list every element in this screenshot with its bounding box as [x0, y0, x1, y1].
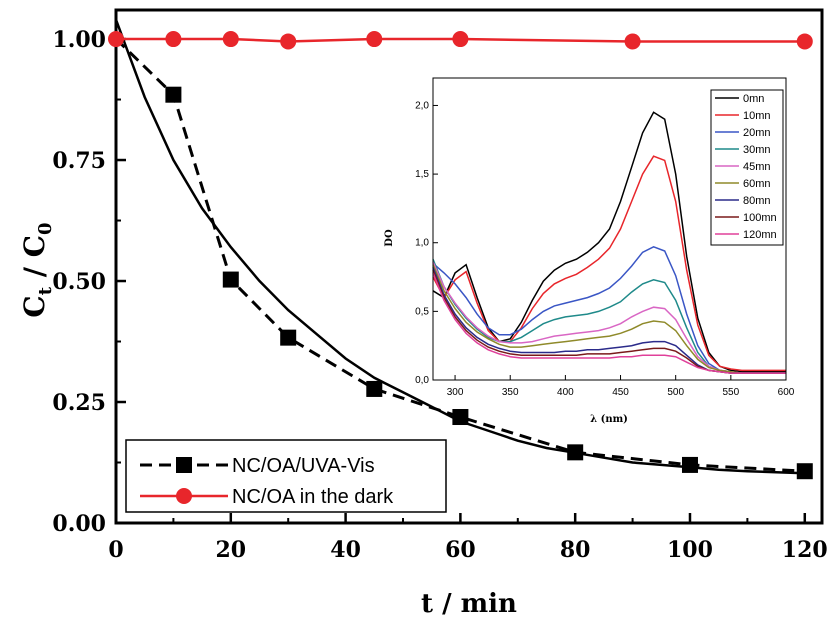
dark-series-point — [222, 31, 239, 48]
x-tick-label: 60 — [445, 537, 476, 563]
inset-series-line — [432, 111, 786, 373]
uva-series-point — [796, 463, 813, 480]
inset-y-tick-label: 1,0 — [415, 238, 429, 249]
legend-marker-uva — [176, 457, 192, 473]
x-tick-label: 120 — [782, 537, 828, 563]
uva-series-line — [114, 37, 805, 473]
x-tick-label: 0 — [108, 537, 123, 563]
inset-x-tick-label: 450 — [612, 387, 629, 398]
x-tick-label: 100 — [667, 537, 713, 563]
inset-x-tick-label: 300 — [447, 387, 464, 398]
legend-marker-dark — [176, 488, 192, 504]
uva-series-point — [280, 329, 297, 346]
uva-series-point — [165, 86, 182, 103]
inset-x-tick-label: 400 — [557, 387, 574, 398]
uva-series-point — [567, 444, 584, 461]
dark-series-point — [165, 31, 182, 48]
svg-text:Ct / C0: Ct / C0 — [18, 222, 56, 317]
dark-series-point — [280, 33, 297, 50]
inset-y-tick-label: 0,5 — [415, 306, 429, 317]
main-series-group — [108, 31, 813, 480]
inset-x-tick-label: 550 — [723, 387, 740, 398]
legend-label-dark: NC/OA in the dark — [232, 486, 394, 508]
y-axis-title-c: C — [18, 295, 51, 317]
main-ticks: 0 20 40 60 80 100 120 0.00 0.25 0.50 0.75 1.00 — [52, 27, 827, 563]
inset-series-line — [432, 272, 786, 374]
inset-x-tick-label: 500 — [667, 387, 684, 398]
x-tick-label: 40 — [330, 537, 361, 563]
y-tick-label: 0.75 — [52, 148, 106, 174]
inset-legend-label: 100mn — [743, 212, 777, 224]
inset-y-tick-label: 0,0 — [415, 375, 429, 386]
uva-series-point — [452, 409, 469, 426]
legend-label-uva: NC/OA/UVA-Vis — [232, 455, 375, 477]
inset-chart: 300 350 400 450 500 550 600 0,0 0,5 1,0 1,5 2,0 λ (… — [384, 77, 795, 425]
inset-ticks: 300 350 400 450 500 550 600 0,0 0,5 1,0 1,5 2,0 — [415, 100, 795, 398]
inset-legend-label: 60mn — [743, 178, 771, 190]
inset-series-line — [432, 264, 786, 374]
inset-legend-label: 45mn — [743, 161, 771, 173]
inset-legend-label: 20mn — [743, 127, 771, 139]
y-axis-title-sub-t: t — [35, 286, 56, 295]
x-tick-label: 80 — [560, 537, 591, 563]
inset-series-group — [432, 111, 786, 374]
main-legend-box — [125, 439, 447, 513]
dark-series-line — [116, 37, 805, 43]
dark-series-point — [452, 31, 469, 48]
main-plot-frame — [114, 8, 824, 525]
y-tick-label: 1.00 — [52, 27, 106, 53]
y-tick-label: 0.00 — [52, 511, 106, 537]
y-tick-label: 0.25 — [52, 390, 106, 416]
y-axis-title-mid: / C — [18, 235, 51, 287]
inset-legend-label: 30mn — [743, 144, 771, 156]
inset-x-tick-label: 600 — [778, 387, 795, 398]
inset-y-tick-label: 2,0 — [415, 100, 429, 111]
uva-series-point — [681, 456, 698, 473]
inset-legend-box — [710, 89, 784, 246]
y-axis-title-sub-0: 0 — [35, 222, 56, 235]
inset-plot-frame — [432, 77, 787, 381]
x-tick-label: 20 — [215, 537, 246, 563]
x-axis-title: t / min — [421, 589, 517, 617]
inset-x-axis-title: λ (nm) — [590, 414, 628, 425]
y-tick-label: 0.50 — [52, 269, 106, 295]
inset-legend-label: 120mn — [743, 229, 777, 241]
main-legend: NC/OA/UVA-Vis NC/OA in the dark — [125, 439, 447, 513]
inset-series-line — [432, 155, 786, 372]
inset-y-axis-title: DO — [384, 229, 395, 247]
inset-legend-label: 0mn — [743, 93, 764, 105]
y-axis-title: Ct / C0 — [18, 222, 56, 317]
inset-x-tick-label: 350 — [502, 387, 519, 398]
dark-series-point — [624, 33, 641, 50]
inset-legend-label: 10mn — [743, 110, 771, 122]
dark-series-point — [796, 33, 813, 50]
uva-series-point — [366, 380, 383, 397]
dark-series-point — [366, 31, 383, 48]
inset-legend-label: 80mn — [743, 195, 771, 207]
dark-series-point — [108, 31, 124, 48]
inset-legend: 0mn 10mn 20mn 30mn 45mn 60mn 80mn 100mn 120mn — [715, 93, 777, 241]
inset-y-tick-label: 1,5 — [415, 169, 429, 180]
uva-series-point — [222, 271, 239, 288]
